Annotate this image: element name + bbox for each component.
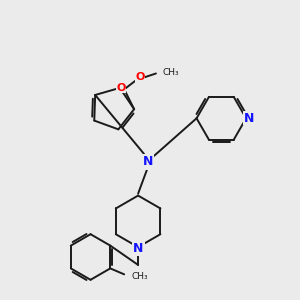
Text: N: N	[143, 155, 153, 168]
Text: CH₃: CH₃	[163, 68, 179, 77]
Text: N: N	[133, 242, 143, 255]
Text: O: O	[135, 72, 145, 82]
Text: O: O	[116, 83, 125, 93]
Text: CH₃: CH₃	[131, 272, 148, 281]
Text: N: N	[244, 112, 254, 125]
